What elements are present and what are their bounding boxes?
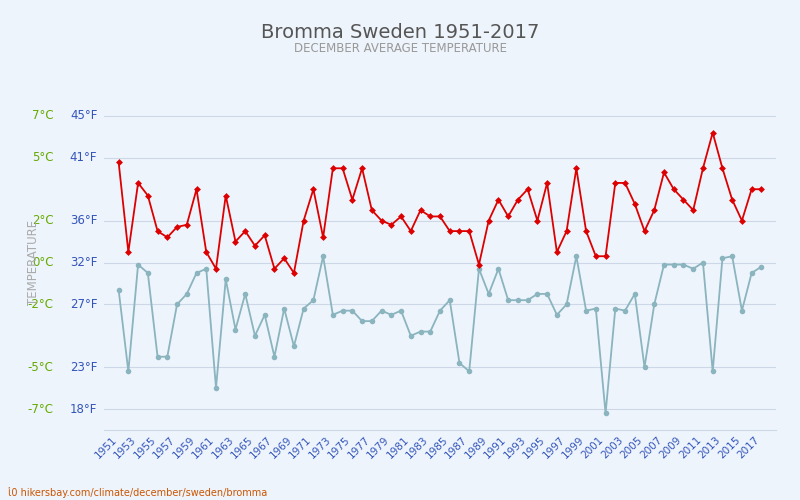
- Text: ἱ0 hikersbay.com/climate/december/sweden/bromma: ἱ0 hikersbay.com/climate/december/sweden…: [8, 486, 267, 498]
- Text: 23°F: 23°F: [70, 360, 98, 374]
- Text: -5°C: -5°C: [28, 360, 54, 374]
- Text: 41°F: 41°F: [70, 152, 98, 164]
- Text: -2°C: -2°C: [27, 298, 54, 311]
- Text: TEMPERATURE: TEMPERATURE: [27, 220, 40, 305]
- Text: 45°F: 45°F: [70, 110, 98, 122]
- Text: 27°F: 27°F: [70, 298, 98, 311]
- Text: 0°C: 0°C: [32, 256, 54, 269]
- Text: 18°F: 18°F: [70, 402, 98, 415]
- Text: 7°C: 7°C: [32, 110, 54, 122]
- Text: 32°F: 32°F: [70, 256, 98, 269]
- Text: 2°C: 2°C: [32, 214, 54, 227]
- Text: Bromma Sweden 1951-2017: Bromma Sweden 1951-2017: [261, 22, 539, 42]
- Text: DECEMBER AVERAGE TEMPERATURE: DECEMBER AVERAGE TEMPERATURE: [294, 42, 506, 56]
- Text: 36°F: 36°F: [70, 214, 98, 227]
- Text: 5°C: 5°C: [32, 152, 54, 164]
- Text: -7°C: -7°C: [27, 402, 54, 415]
